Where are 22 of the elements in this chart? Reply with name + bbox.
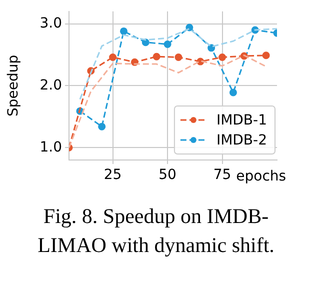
point	[109, 53, 117, 61]
x-tick-label: 50	[158, 167, 176, 184]
point	[218, 53, 226, 61]
x-tick-label: 25	[104, 167, 122, 184]
point	[262, 52, 270, 60]
y-tick-label: 1.0	[40, 139, 62, 156]
point	[152, 52, 160, 60]
point	[120, 27, 128, 35]
point	[174, 53, 182, 61]
legend-label: IMDB-1	[216, 112, 268, 129]
x-tick-label: 75	[213, 167, 232, 184]
y-axis-title: Speedup	[6, 54, 22, 117]
y-tick-label: 2.0	[40, 77, 62, 94]
caption: Fig. 8. Speedup on IMDB-LIMAO with dynamic shift.	[36, 203, 276, 259]
point	[142, 38, 150, 46]
point	[208, 44, 216, 52]
point	[164, 40, 172, 48]
y-tick-label: 3.0	[40, 15, 62, 32]
point	[229, 88, 237, 96]
legend-label: IMDB-2	[216, 132, 268, 149]
point	[98, 122, 106, 130]
x-axis-title: epochs	[236, 168, 286, 185]
